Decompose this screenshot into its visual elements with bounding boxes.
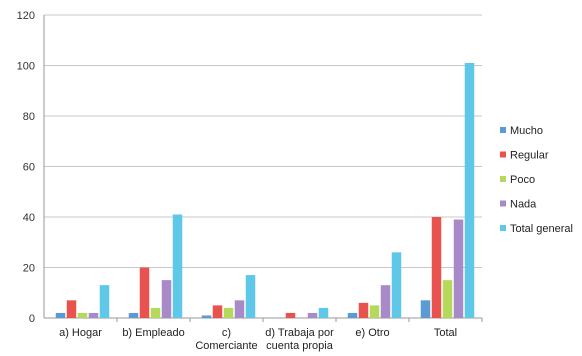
bar-total-general [464, 62, 475, 318]
legend: Mucho Regular Poco Nada Total general [500, 125, 573, 235]
bars [55, 62, 475, 318]
bar-total-general [172, 214, 183, 318]
bar-poco [77, 312, 88, 318]
bar-mucho [201, 315, 212, 318]
bar-poco [369, 305, 380, 318]
legend-swatch [500, 127, 506, 133]
x-tick-label: d) Trabaja por cuenta propia [265, 327, 334, 352]
x-tick-label: c) Comerciante [195, 327, 257, 352]
legend-label: Mucho [510, 125, 543, 137]
legend-label: Total general [510, 223, 573, 235]
y-tick-label: 100 [17, 61, 35, 73]
y-tick-label: 80 [23, 111, 35, 123]
legend-swatch [500, 225, 506, 231]
bar-nada [380, 285, 391, 318]
x-tick-label: Total [434, 327, 457, 339]
legend-swatch [500, 151, 506, 158]
x-tick-label: b) Empleado [122, 327, 184, 339]
bar-mucho [55, 312, 66, 318]
bar-regular [212, 305, 223, 318]
y-tick-label: 60 [23, 162, 35, 174]
bar-total-general [99, 285, 110, 318]
legend-swatch [500, 200, 506, 207]
bar-regular [139, 267, 150, 318]
bar-total-general [391, 252, 402, 318]
bar-regular [431, 217, 442, 318]
bar-mucho [347, 312, 358, 318]
y-tick-label: 40 [23, 212, 35, 224]
legend-label: Poco [510, 174, 535, 186]
bar-mucho [128, 312, 139, 318]
bar-poco [442, 280, 453, 318]
bar-regular [66, 300, 77, 318]
bar-regular [358, 302, 369, 318]
bar-nada [88, 312, 99, 318]
x-tick-label: e) Otro [355, 327, 389, 339]
y-tick-label: 120 [17, 10, 35, 22]
bar-mucho [420, 300, 431, 318]
bar-poco [150, 307, 161, 318]
bar-nada [453, 219, 464, 318]
bar-nada [234, 300, 245, 318]
legend-label: Nada [510, 199, 537, 211]
x-tick-label: a) Hogar [59, 327, 102, 339]
bar-nada [307, 312, 318, 318]
gridlines [44, 14, 482, 319]
y-tick-label: 20 [23, 263, 35, 275]
x-axis: a) Hogar b) Empleado c) Comerciante d) Traba… [59, 318, 483, 352]
bar-total-general [245, 275, 256, 318]
legend-label: Regular [510, 150, 549, 162]
bar-regular [285, 312, 296, 318]
y-axis: 0 20 40 60 80 100 120 [17, 10, 45, 325]
bar-nada [161, 280, 172, 318]
bar-total-general [318, 307, 329, 318]
y-tick-label: 0 [29, 313, 35, 325]
legend-swatch [500, 176, 506, 182]
bar-poco [223, 307, 234, 318]
